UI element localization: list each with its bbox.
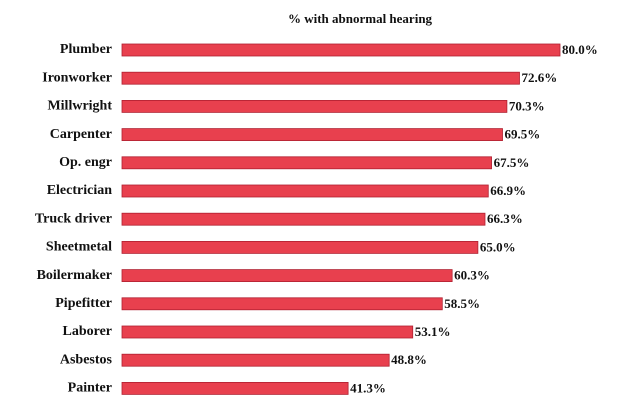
value-label: 66.9% (490, 183, 526, 198)
bar (121, 353, 390, 367)
value-label: 53.1% (415, 324, 451, 339)
bar (121, 128, 503, 142)
category-label: Ironworker (42, 70, 112, 85)
bar (121, 43, 561, 57)
category-label: Boilermaker (37, 268, 112, 283)
value-label: 65.0% (480, 239, 516, 254)
bar (121, 100, 508, 113)
value-label: 66.3% (487, 211, 523, 226)
bar (121, 184, 489, 198)
value-label: 41.3% (350, 380, 386, 395)
chart-title: % with abnormal hearing (288, 11, 433, 26)
category-label: Carpenter (50, 127, 112, 142)
value-label: 60.3% (454, 268, 490, 283)
category-label: Laborer (62, 324, 112, 339)
value-label: 72.6% (521, 70, 557, 85)
value-label: 80.0% (562, 42, 598, 57)
value-label: 48.8% (391, 352, 427, 367)
category-label: Sheetmetal (46, 240, 112, 255)
bar (121, 212, 486, 226)
value-label: 70.3% (509, 98, 545, 113)
category-label: Plumber (60, 42, 112, 57)
category-label: Painter (68, 381, 112, 396)
bar (121, 240, 479, 254)
bar (121, 297, 443, 311)
value-label: 67.5% (494, 155, 530, 170)
bar (121, 71, 520, 85)
value-label: 69.5% (505, 127, 541, 142)
bar (121, 156, 492, 170)
category-label: Millwright (47, 99, 112, 114)
bar (121, 269, 453, 283)
bar (121, 325, 414, 339)
category-label: Pipefitter (55, 296, 112, 311)
category-label: Asbestos (60, 352, 113, 367)
category-label: Op. engr (59, 155, 112, 170)
category-label: Electrician (47, 183, 113, 198)
value-label: 58.5% (444, 296, 480, 311)
category-label: Truck driver (35, 211, 112, 226)
bar (121, 381, 349, 395)
